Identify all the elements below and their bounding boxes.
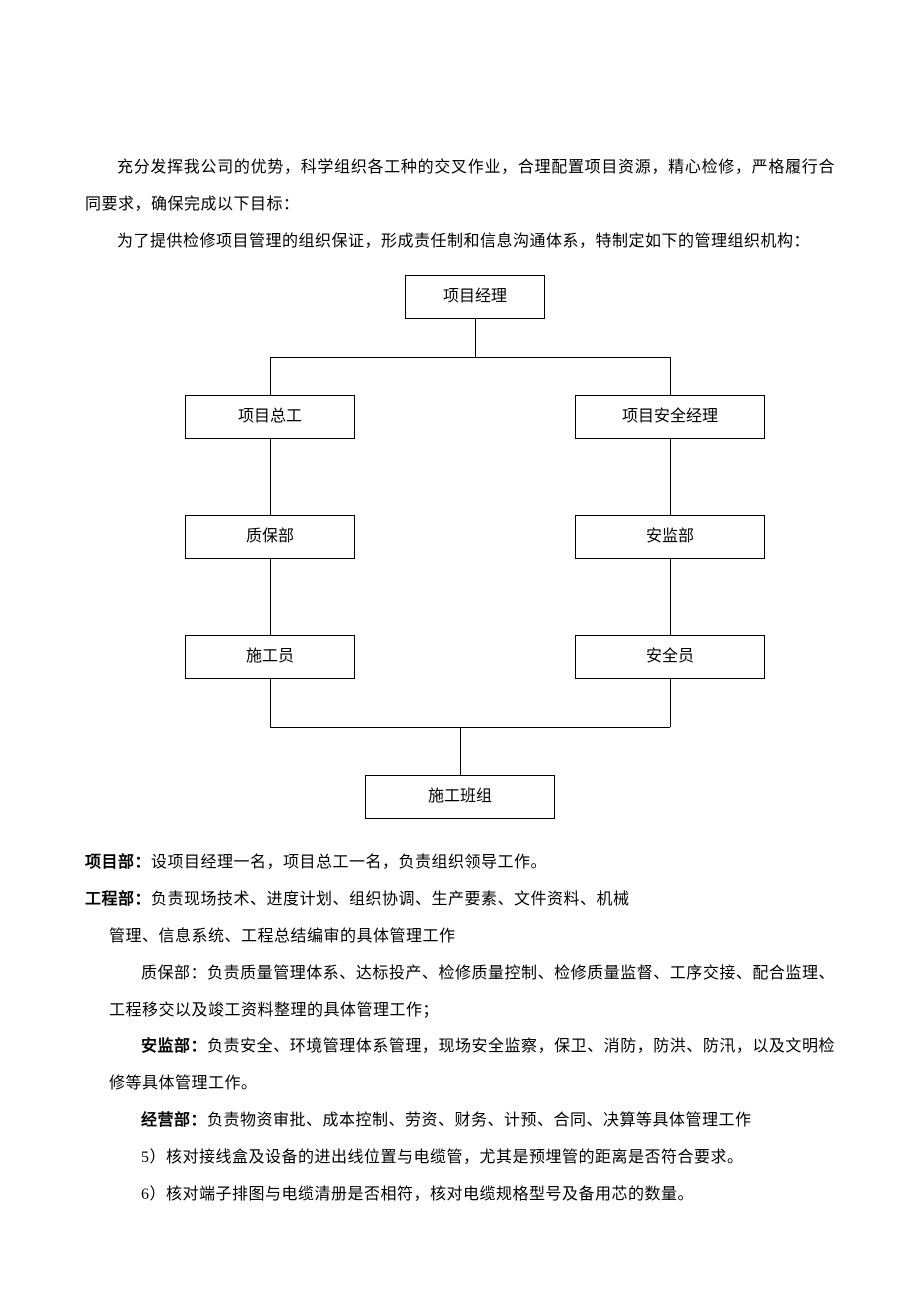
node-chief-engineer: 项目总工 [185,395,355,439]
node-qa-dept: 质保部 [185,515,355,559]
def-text: 负责质量管理体系、达标投产、检修质量控制、检修质量监督、工序交接、配合监理、工程… [109,965,835,1019]
org-flowchart: 项目经理 项目总工 项目安全经理 质保部 安监部 施工员 安全员 施工班组 [85,275,835,835]
node-label: 安监部 [646,519,694,556]
node-construction-team: 施工班组 [365,775,555,819]
def-text: 设项目经理一名，项目总工一名，负责组织领导工作。 [151,854,547,871]
edge-line [270,439,271,515]
edge-line [670,439,671,515]
node-safety-dept: 安监部 [575,515,765,559]
node-safety-staff: 安全员 [575,635,765,679]
edge-line [475,319,476,357]
node-construction-staff: 施工员 [185,635,355,679]
def-text: 负责安全、环境管理体系管理，现场安全监察，保卫、消防，防洪、防汛，以及文明检修等… [109,1038,835,1092]
edge-line [270,357,670,358]
def-label: 工程部： [85,891,151,908]
node-label: 施工班组 [428,779,492,816]
node-label: 项目总工 [238,399,302,436]
edge-line [460,727,461,775]
edge-line [270,559,271,635]
checklist-item-5: 5）核对接线盒及设备的进出线位置与电缆管，尤其是预埋管的距离是否符合要求。 [109,1140,835,1177]
def-project-dept: 项目部：设项目经理一名，项目总工一名，负责组织领导工作。 [85,845,835,882]
def-qa-dept: 质保部：负责质量管理体系、达标投产、检修质量控制、检修质量监督、工序交接、配合监… [109,956,835,1030]
def-label: 经营部： [141,1112,207,1129]
edge-line [270,357,271,395]
def-operations-dept: 经营部：负责物资审批、成本控制、劳资、财务、计预、合同、决算等具体管理工作 [109,1103,835,1140]
def-label: 安监部： [141,1038,207,1055]
node-label: 质保部 [246,519,294,556]
checklist-item-6: 6）核对端子排图与电缆清册是否相符，核对电缆规格型号及备用芯的数量。 [109,1177,835,1214]
edge-line [670,357,671,395]
intro-paragraph-2: 为了提供检修项目管理的组织保证，形成责任制和信息沟通体系，特制定如下的管理组织机… [85,224,835,261]
def-engineering-dept: 工程部：负责现场技术、进度计划、组织协调、生产要素、文件资料、机械 [85,882,835,919]
node-label: 项目安全经理 [622,399,718,436]
node-label: 施工员 [246,639,294,676]
def-engineering-cont: 管理、信息系统、工程总结编审的具体管理工作 [109,919,835,956]
def-text: 负责物资审批、成本控制、劳资、财务、计预、合同、决算等具体管理工作 [207,1112,752,1129]
def-label: 质保部： [141,965,207,982]
node-safety-manager: 项目安全经理 [575,395,765,439]
def-label: 项目部： [85,854,151,871]
edge-line [670,559,671,635]
node-label: 项目经理 [443,279,507,316]
def-safety-dept: 安监部：负责安全、环境管理体系管理，现场安全监察，保卫、消防，防洪、防汛，以及文… [109,1029,835,1103]
edge-line [670,679,671,727]
edge-line [270,727,670,728]
def-text: 负责现场技术、进度计划、组织协调、生产要素、文件资料、机械 [151,891,630,908]
intro-paragraph-1: 充分发挥我公司的优势，科学组织各工种的交叉作业，合理配置项目资源，精心检修，严格… [85,150,835,224]
node-project-manager: 项目经理 [405,275,545,319]
node-label: 安全员 [646,639,694,676]
edge-line [270,679,271,727]
department-definitions: 项目部：设项目经理一名，项目总工一名，负责组织领导工作。 工程部：负责现场技术、… [85,845,835,1213]
